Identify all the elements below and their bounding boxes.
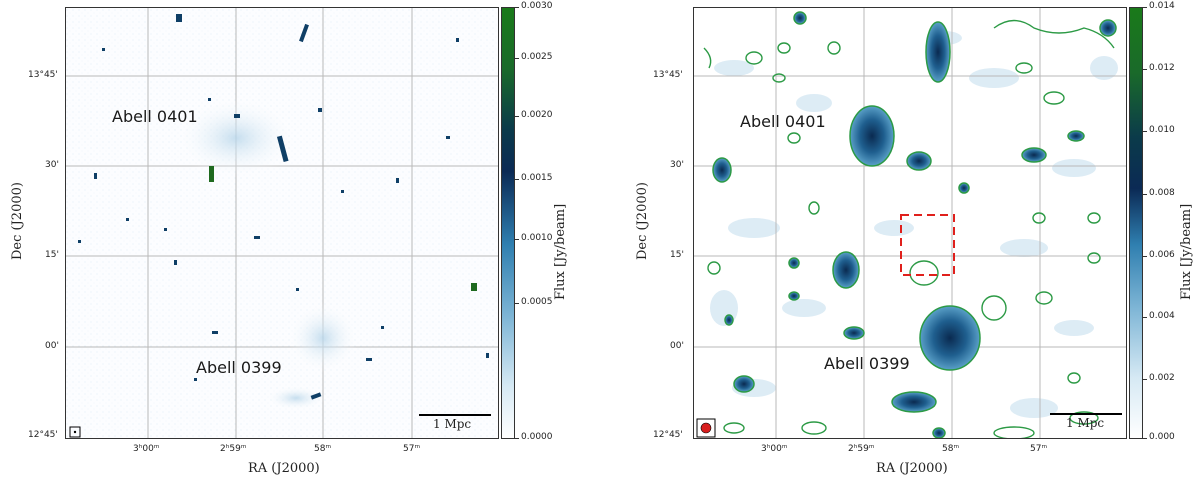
right-colorbar-title: Flux [Jy/beam]	[1179, 203, 1194, 300]
right-ytick-5: 12°45'	[653, 430, 683, 440]
left-colorbar-title: Flux [Jy/beam]	[553, 203, 568, 300]
left-xtick-3: 58ᵐ	[314, 444, 332, 454]
left-label-abell-0399: Abell 0399	[196, 358, 282, 377]
right-cb-tick-2: 0.012	[1143, 63, 1175, 73]
right-ytick-4: 00'	[670, 341, 684, 351]
right-cb-tick-7: 0.002	[1143, 373, 1175, 383]
left-colorbar	[501, 7, 515, 439]
left-cb-tick-1: 0.0030	[515, 1, 553, 11]
right-ytick-3: 15'	[670, 250, 684, 260]
right-cb-tick-1: 0.014	[1143, 1, 1175, 11]
right-map-image	[694, 8, 1126, 438]
left-xtick-1: 3ʰ00ᵐ	[133, 444, 160, 454]
left-cb-tick-7: 0.0000	[515, 432, 553, 442]
right-colorbar	[1129, 7, 1143, 439]
right-cb-tick-8: 0.000	[1143, 432, 1175, 442]
left-xlabel: RA (J2000)	[248, 461, 320, 476]
left-cb-tick-5: 0.0010	[515, 233, 553, 243]
left-cb-tick-2: 0.0025	[515, 52, 553, 62]
left-ytick-5: 12°45'	[28, 430, 58, 440]
right-panel: Dec (J2000) 13°45' 30' 15' 00' 12°45'	[620, 0, 1200, 483]
right-cb-tick-5: 0.006	[1143, 250, 1175, 260]
right-cb-tick-4: 0.008	[1143, 188, 1175, 198]
left-cb-tick-6: 0.0005	[515, 297, 553, 307]
left-ytick-3: 15'	[45, 250, 59, 260]
right-xtick-4: 57ᵐ	[1030, 444, 1048, 454]
left-cb-tick-3: 0.0020	[515, 110, 553, 120]
left-xtick-2: 2ʰ59ᵐ	[220, 444, 247, 454]
right-xtick-2: 2ʰ59ᵐ	[848, 444, 875, 454]
right-label-abell-0399: Abell 0399	[824, 354, 910, 373]
right-label-abell-0401: Abell 0401	[740, 112, 826, 131]
right-ytick-1: 13°45'	[653, 70, 683, 80]
left-cb-tick-4: 0.0015	[515, 173, 553, 183]
left-ytick-1: 13°45'	[28, 70, 58, 80]
left-panel: Dec (J2000) 13°45' 30' 15' 00' 12°45'	[10, 1, 568, 476]
left-map-image	[66, 8, 498, 438]
left-ylabel: Dec (J2000)	[10, 182, 25, 260]
right-radio-map: Abell 0401 Abell 0399 1 Mpc	[693, 7, 1127, 439]
left-radio-map: Abell 0401 Abell 0399 1 Mpc	[65, 7, 499, 439]
left-scale-bar-label: 1 Mpc	[433, 417, 472, 431]
right-ylabel: Dec (J2000)	[635, 182, 650, 260]
left-ytick-4: 00'	[45, 341, 59, 351]
right-cb-tick-3: 0.010	[1143, 125, 1175, 135]
right-scale-bar-label: 1 Mpc	[1066, 416, 1105, 430]
left-label-abell-0401: Abell 0401	[112, 107, 198, 126]
right-xlabel: RA (J2000)	[876, 461, 948, 476]
right-xtick-1: 3ʰ00ᵐ	[761, 444, 788, 454]
right-xtick-3: 58ᵐ	[942, 444, 960, 454]
right-cb-tick-6: 0.004	[1143, 311, 1175, 321]
left-xtick-4: 57ᵐ	[403, 444, 421, 454]
right-ytick-2: 30'	[670, 160, 684, 170]
left-ytick-2: 30'	[45, 160, 59, 170]
